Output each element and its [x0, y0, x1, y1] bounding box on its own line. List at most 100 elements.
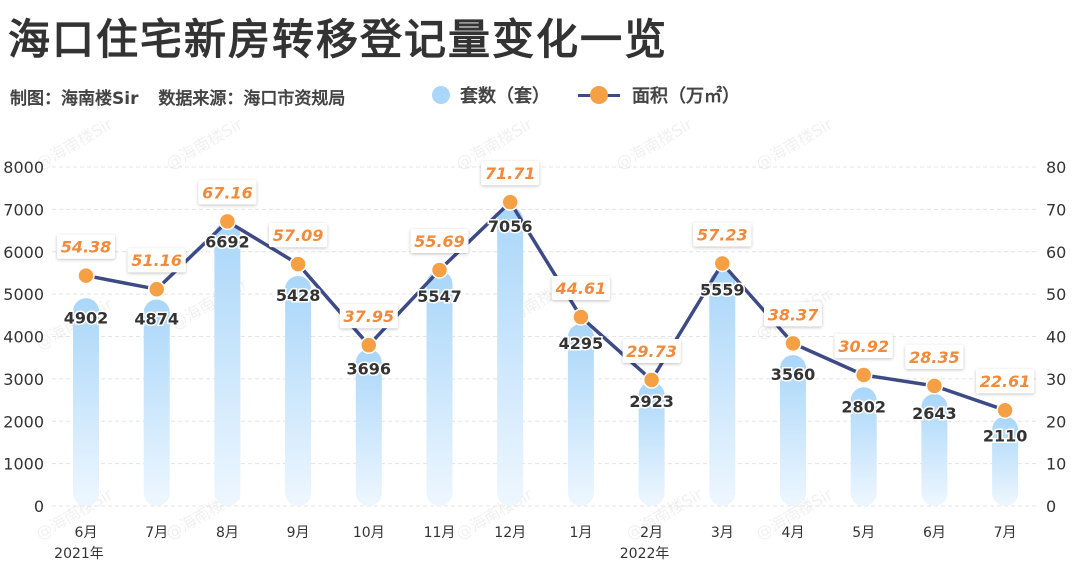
legend-item-area: 面积（万㎡）	[578, 82, 740, 108]
y-left-tick: 6000	[3, 243, 44, 262]
area-label-box	[764, 302, 822, 327]
area-label: 44.61	[555, 279, 607, 298]
bar-count	[355, 349, 382, 506]
y-left-tick: 4000	[3, 328, 44, 347]
area-point	[572, 308, 590, 326]
x-tick-label: 7月	[145, 525, 168, 541]
area-label: 57.23	[697, 225, 748, 244]
area-label: 54.38	[61, 238, 112, 257]
count-label: 6692	[205, 232, 250, 251]
area-label-box	[834, 333, 893, 358]
area-label: 37.95	[343, 307, 394, 326]
area-label-box	[976, 369, 1035, 394]
area-label: 38.37	[768, 305, 819, 324]
area-label-box	[481, 161, 540, 186]
area-label: 28.35	[909, 348, 960, 367]
count-label: 5428	[276, 286, 321, 305]
x-tick-label: 5月	[852, 525, 875, 541]
area-label: 71.71	[485, 164, 536, 183]
y-left-tick: 2000	[3, 412, 44, 431]
x-tick-label: 11月	[424, 525, 456, 541]
y-left-tick: 1000	[3, 455, 44, 474]
x-tick-label: 3月	[711, 525, 734, 541]
x-tick-label: 10月	[353, 525, 385, 541]
chart-title: 海口住宅新房转移登记量变化一览	[8, 15, 669, 64]
bar-count	[850, 387, 877, 506]
count-label: 5547	[417, 287, 462, 306]
watermark-text: @海南楼Sir	[33, 114, 117, 173]
area-label-box	[905, 344, 964, 369]
bar-count	[143, 299, 170, 506]
chart-subtitle: 制图：海南楼Sir 数据来源：海口市资规局	[10, 84, 359, 109]
x-tick-label: 8月	[216, 525, 239, 541]
count-label: 3560	[771, 365, 816, 384]
count-label: 2110	[983, 427, 1028, 446]
area-label: 55.69	[414, 232, 465, 251]
y-left-tick: 7000	[3, 200, 44, 219]
area-label-box	[622, 339, 681, 364]
count-label: 4295	[559, 334, 604, 353]
area-line	[85, 200, 1006, 412]
y-left-tick: 5000	[3, 285, 44, 304]
y-right-tick: 40	[1046, 328, 1066, 347]
bar-count	[497, 207, 524, 506]
y-left-tick: 3000	[3, 370, 44, 389]
x-tick-label: 12月	[494, 525, 526, 541]
area-point	[430, 261, 449, 279]
y-right-tick: 20	[1046, 412, 1066, 431]
count-label: 4874	[134, 309, 179, 328]
area-label-box	[339, 304, 398, 329]
area-label-box	[269, 223, 328, 248]
bar-count	[285, 275, 312, 506]
area-point	[642, 371, 661, 389]
area-label-box	[551, 275, 610, 300]
chart-legend: 套数（套） 面积（万㎡）	[432, 82, 768, 108]
area-point	[925, 377, 944, 395]
area-point	[360, 336, 378, 354]
area-point	[784, 334, 802, 353]
area-point	[77, 266, 95, 285]
area-label: 22.61	[980, 372, 1031, 391]
x-tick-label: 7月	[994, 525, 1017, 541]
x-tick-label: 6月	[75, 525, 98, 541]
y-right-tick: 80	[1046, 158, 1066, 177]
count-label: 5559	[700, 280, 745, 299]
y-right-tick: 50	[1046, 285, 1066, 304]
x-year-label: 2021年	[54, 546, 104, 562]
y-right-tick: 30	[1046, 370, 1066, 389]
x-tick-label: 4月	[782, 525, 805, 541]
legend-line-swatch	[578, 86, 620, 104]
bar-count	[73, 298, 99, 506]
area-point	[713, 254, 732, 273]
area-label-box	[198, 180, 257, 205]
area-label: 29.73	[626, 342, 677, 361]
count-label: 2802	[841, 397, 886, 416]
y-right-tick: 70	[1046, 200, 1066, 219]
bar-count	[921, 394, 948, 506]
area-label: 57.09	[273, 226, 324, 245]
count-label: 2923	[629, 392, 674, 411]
y-left-tick: 8000	[3, 158, 44, 177]
x-tick-label: 2月	[640, 525, 663, 541]
y-right-tick: 60	[1046, 243, 1066, 262]
count-label: 7056	[488, 217, 533, 236]
bar-count	[567, 323, 594, 506]
watermark-text: @海南楼Sir	[753, 114, 837, 173]
area-label-box	[693, 222, 752, 247]
area-point	[996, 401, 1014, 419]
watermark-text: @海南楼Sir	[613, 114, 697, 173]
bar-count	[426, 270, 453, 506]
y-right-tick: 0	[1046, 497, 1056, 516]
area-label: 67.16	[202, 183, 253, 202]
area-label-box	[410, 229, 469, 254]
area-point	[218, 212, 237, 231]
bar-count	[214, 222, 241, 506]
count-label: 2643	[912, 404, 957, 423]
maker-credit: 制图：海南楼Sir	[10, 89, 139, 109]
area-label: 51.16	[131, 251, 182, 270]
bar-count	[992, 416, 1019, 506]
area-point	[854, 366, 873, 384]
area-label-box	[57, 234, 115, 259]
y-right-tick: 10	[1046, 455, 1066, 474]
